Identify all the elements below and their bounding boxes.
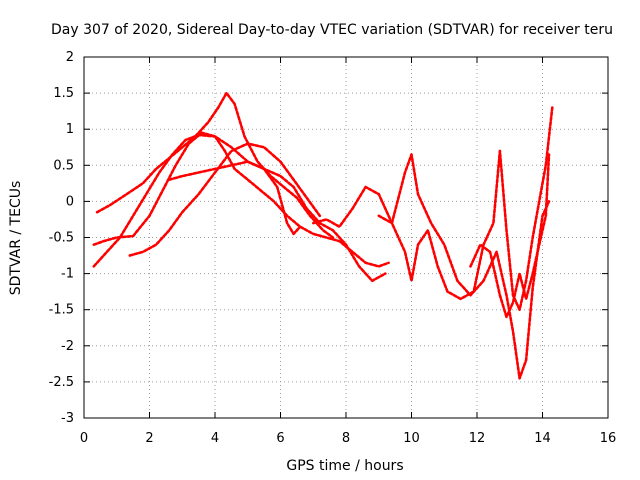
series-track-5	[167, 160, 302, 236]
x-tick-label: 6	[276, 431, 284, 446]
y-tick-label: -2.5	[49, 375, 74, 390]
chart-title: Day 307 of 2020, Sidereal Day-to-day VTE…	[51, 22, 613, 38]
y-tick-label: -0.5	[49, 231, 74, 246]
y-tick-label: 0.5	[53, 158, 74, 173]
data-series	[92, 91, 554, 380]
series-track-2	[95, 91, 335, 239]
x-tick-label: 10	[403, 431, 420, 446]
y-tick-label: -1.5	[49, 303, 74, 318]
y-axis-label: SDTVAR / TECUs	[8, 181, 24, 296]
plot-frame	[83, 56, 609, 419]
y-tick-label: 2	[66, 50, 74, 65]
y-tick-label: -2	[61, 339, 74, 354]
y-tick-label: 1	[66, 122, 74, 137]
series-track-8	[469, 153, 551, 319]
series-track-1	[92, 131, 390, 268]
x-axis-label: GPS time / hours	[286, 458, 403, 474]
x-tick-label: 16	[600, 431, 617, 446]
y-tick-label: 1.5	[53, 86, 74, 101]
x-tick-label: 4	[211, 431, 219, 446]
x-tick-label: 0	[80, 431, 88, 446]
y-tick-label: -3	[61, 411, 74, 426]
y-tick-label: 0	[66, 194, 74, 209]
y-tick-label: -1	[61, 267, 74, 282]
x-tick-label: 14	[534, 431, 551, 446]
x-tick-label: 2	[145, 431, 153, 446]
x-tick-label: 12	[469, 431, 486, 446]
tick-labels: 0 2 4 6 8 10 12 14 16 -3 -2.5 -2 -1.5 -1 -0.5 0 0.5 1 1.5 2	[49, 50, 617, 446]
series-track-7	[377, 153, 551, 380]
series-track-6	[311, 106, 554, 312]
x-tick-label: 8	[342, 431, 350, 446]
series-track-4	[128, 142, 322, 257]
series-track-3	[92, 133, 387, 283]
